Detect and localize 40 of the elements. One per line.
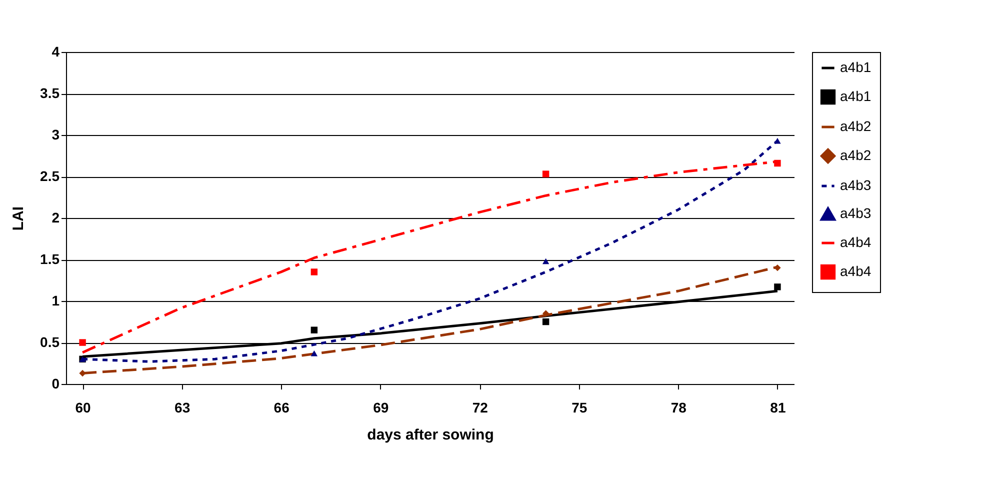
x-tick-label: 81 <box>770 400 786 416</box>
y-axis-title: LAI <box>10 206 28 231</box>
point <box>774 284 781 290</box>
legend-label: a4b2 <box>840 147 872 163</box>
point <box>542 258 550 264</box>
legend-label: a4b3 <box>840 177 872 193</box>
y-tick-label: 0 <box>52 376 60 392</box>
x-tick-label: 66 <box>274 400 290 416</box>
legend-label: a4b2 <box>840 118 872 134</box>
legend-label: a4b1 <box>840 59 872 75</box>
legend-label: a4b4 <box>840 234 872 250</box>
y-tick-label: 0.5 <box>40 334 60 350</box>
point <box>310 326 318 334</box>
y-tick-label: 1.5 <box>40 251 60 267</box>
point <box>774 160 781 167</box>
point <box>774 264 781 272</box>
point <box>542 170 550 178</box>
point <box>774 138 781 144</box>
y-tick-label: 3 <box>52 126 60 142</box>
point <box>310 268 318 276</box>
y-tick-label: 3.5 <box>40 85 60 101</box>
point <box>79 370 86 377</box>
point <box>310 350 318 356</box>
x-tick-label: 69 <box>373 400 389 416</box>
legend-label: a4b3 <box>840 205 872 221</box>
y-tick-label: 4 <box>52 44 60 60</box>
x-tick-label: 63 <box>174 400 190 416</box>
x-tick-label: 78 <box>670 400 687 416</box>
y-tick-label: 1 <box>52 292 60 308</box>
point <box>79 339 86 346</box>
legend-label: a4b4 <box>840 263 872 279</box>
point <box>542 310 550 317</box>
x-tick-label: 60 <box>75 400 92 416</box>
x-tick-label: 72 <box>472 400 488 416</box>
x-tick-label: 75 <box>572 400 588 416</box>
legend-label: a4b1 <box>840 88 872 104</box>
x-axis-title: days after sowing <box>367 426 494 444</box>
y-tick-label: 2.5 <box>40 168 60 184</box>
y-tick-label: 2 <box>52 210 60 226</box>
point <box>542 318 550 326</box>
